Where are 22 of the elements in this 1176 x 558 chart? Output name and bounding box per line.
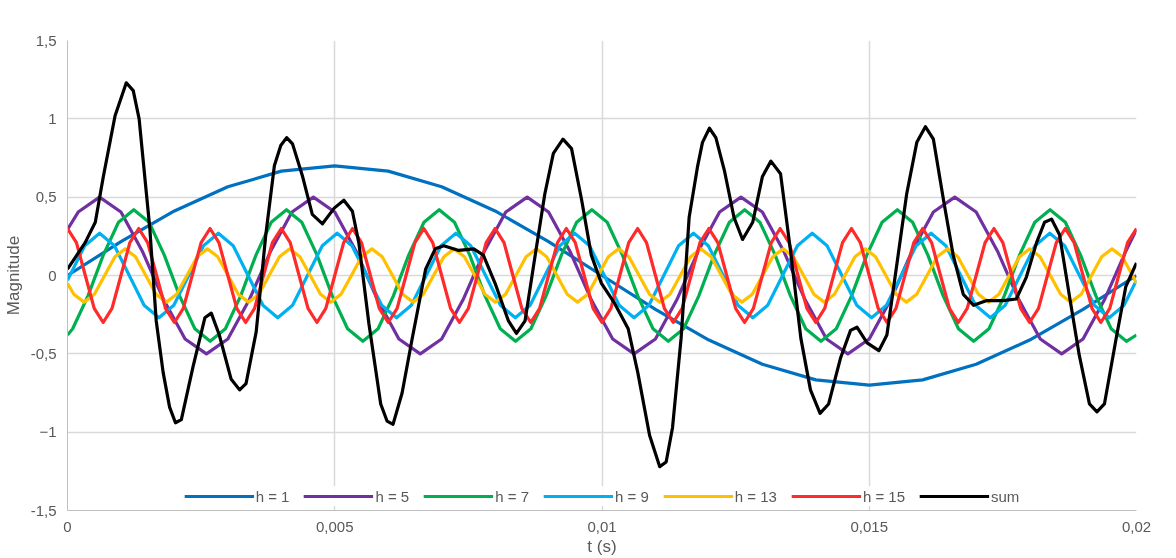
legend-label: h = 1	[255, 487, 290, 505]
legend-label: h = 15	[862, 487, 906, 505]
y-axis-title: Magnitude	[3, 235, 23, 316]
x-tick-label: 0,02	[1121, 517, 1152, 535]
legend-label: sum	[991, 487, 1020, 505]
line-series	[67, 81, 1137, 469]
y-tick-label: -1,5	[30, 501, 57, 519]
legend-label: h = 13	[734, 487, 777, 505]
y-tick-label: 0,5	[35, 188, 57, 206]
x-axis-title: t (s)	[587, 536, 617, 556]
y-tick-label: -0,5	[30, 344, 57, 362]
x-tick-label: 0,01	[587, 517, 617, 535]
y-tick-label: −1	[39, 423, 57, 441]
x-tick-label: 0,005	[315, 517, 354, 535]
legend-label: h = 7	[495, 487, 529, 505]
legend-label: h = 5	[375, 487, 410, 505]
y-tick-label: 1,5	[35, 31, 57, 49]
y-tick-label: 1	[48, 109, 57, 127]
legend-label: h = 9	[614, 487, 649, 505]
x-tick-label: 0,015	[850, 517, 889, 535]
x-tick-label: 0	[63, 517, 72, 535]
y-tick-label: 0	[48, 266, 57, 284]
